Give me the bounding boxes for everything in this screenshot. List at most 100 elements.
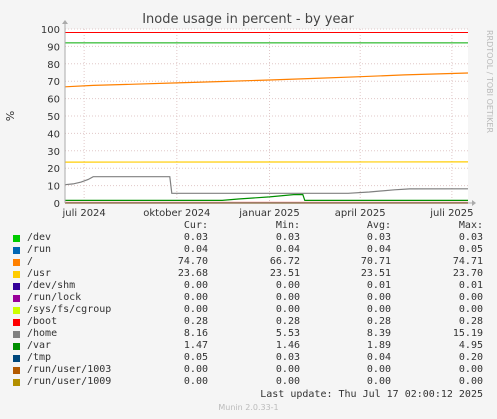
series-line: [64, 176, 469, 194]
legend-min-value: 0.03: [275, 232, 300, 243]
legend-swatch: [13, 319, 20, 326]
legend-avg-value: 0.00: [366, 292, 391, 303]
legend-max-value: 15.19: [452, 328, 483, 339]
legend-cur-value: 74.70: [177, 256, 208, 267]
legend-label: /tmp: [27, 352, 52, 363]
legend-row: /home 8.16 5.53 8.39 15.19: [0, 328, 497, 340]
legend-swatch: [13, 343, 20, 350]
chart-title: Inode usage in percent - by year: [142, 12, 354, 27]
legend-label: /run/lock: [27, 292, 82, 303]
legend-max-value: 0.03: [458, 232, 483, 243]
y-tick-label: 0: [54, 199, 60, 210]
legend-header: Cur: Min: Avg: Max:: [0, 220, 497, 232]
legend-max-value: 0.00: [458, 376, 483, 387]
legend-min-value: 0.00: [275, 376, 300, 387]
legend-label: /sys/fs/cgroup: [27, 304, 112, 315]
legend-row: /run/user/1003 0.00 0.00 0.00 0.00: [0, 364, 497, 376]
legend-cur-value: 0.04: [183, 244, 208, 255]
y-tick-label: 70: [47, 77, 60, 88]
y-tick-label: 30: [47, 147, 60, 158]
legend-label: /usr: [27, 268, 52, 279]
legend-label: /run: [27, 244, 52, 255]
legend-avg-value: 0.00: [366, 376, 391, 387]
legend-cur-value: 0.03: [183, 232, 208, 243]
legend-min-value: 0.03: [275, 352, 300, 363]
legend-swatch: [13, 367, 20, 374]
series-line: [64, 72, 469, 88]
legend-avg-value: 1.89: [366, 340, 391, 351]
legend-min-value: 0.00: [275, 364, 300, 375]
side-label: RRDTOOL / TOBI OETIKER: [485, 30, 494, 133]
legend-max-value: 4.95: [458, 340, 483, 351]
legend-max-value: 0.20: [458, 352, 483, 363]
legend-swatch: [13, 307, 20, 314]
legend-row: /dev/shm 0.00 0.00 0.01 0.01: [0, 280, 497, 292]
legend-min-value: 1.46: [275, 340, 300, 351]
last-update: Last update: Thu Jul 17 02:00:12 2025: [260, 389, 483, 400]
legend-row: /run/user/1009 0.00 0.00 0.00 0.00: [0, 376, 497, 388]
legend-cur-value: 0.00: [183, 364, 208, 375]
legend-label: /run/user/1009: [27, 376, 112, 387]
legend-min-value: 0.00: [275, 280, 300, 291]
legend-max-value: 0.00: [458, 304, 483, 315]
legend-max-value: 0.00: [458, 364, 483, 375]
legend-min-value: 0.00: [275, 292, 300, 303]
y-tick-label: 20: [47, 164, 60, 175]
y-tick-label: 60: [47, 95, 60, 106]
legend-cur-value: 23.68: [177, 268, 208, 279]
legend: Cur: Min: Avg: Max: /dev 0.03 0.03 0.03 0.03…: [0, 220, 497, 388]
y-axis-arrow: [62, 20, 68, 24]
legend-label: /: [27, 256, 34, 267]
chart: 0 10 20 30 40 50 60 70 80 90 100 juli 2024 oktober …: [4, 12, 494, 219]
legend-min-value: 0.00: [275, 304, 300, 315]
legend-swatch: [13, 295, 20, 302]
axes: [62, 20, 476, 206]
legend-avg-value: 0.00: [366, 364, 391, 375]
legend-swatch: [13, 283, 20, 290]
x-axis-arrow: [472, 200, 476, 206]
y-tick-label: 80: [47, 60, 60, 71]
legend-label: /boot: [27, 316, 58, 327]
y-tick-labels: 0 10 20 30 40 50 60 70 80 90 100: [41, 25, 60, 210]
legend-row: /boot 0.28 0.28 0.28 0.28: [0, 316, 497, 328]
legend-avg-value: 0.28: [366, 316, 391, 327]
legend-swatch: [13, 235, 20, 242]
reference-lines: [65, 31, 468, 44]
legend-avg-value: 0.03: [366, 232, 391, 243]
column-max: Max:: [458, 220, 483, 231]
legend-cur-value: 1.47: [183, 340, 208, 351]
legend-max-value: 74.71: [452, 256, 483, 267]
column-min: Min:: [275, 220, 300, 231]
x-tick-labels: juli 2024 oktober 2024 januar 2025 april 20…: [61, 208, 473, 219]
legend-row: /tmp 0.05 0.03 0.04 0.20: [0, 352, 497, 364]
legend-max-value: 0.05: [458, 244, 483, 255]
legend-label: /run/user/1003: [27, 364, 112, 375]
legend-min-value: 5.53: [275, 328, 300, 339]
x-tick-label: juli 2024: [61, 208, 105, 219]
legend-row: /sys/fs/cgroup 0.00 0.00 0.00 0.00: [0, 304, 497, 316]
legend-swatch: [13, 271, 20, 278]
legend-swatch: [13, 259, 20, 266]
legend-avg-value: 8.39: [366, 328, 391, 339]
x-tick-label: juli 2025: [429, 208, 473, 219]
legend-row: / 74.70 66.72 70.71 74.71: [0, 256, 497, 268]
legend-min-value: 0.04: [275, 244, 300, 255]
legend-label: /var: [27, 340, 52, 351]
legend-label: /dev/shm: [27, 280, 76, 291]
legend-row: /dev 0.03 0.03 0.03 0.03: [0, 232, 497, 244]
x-tick-label: januar 2025: [238, 208, 299, 219]
legend-avg-value: 0.04: [366, 352, 391, 363]
legend-cur-value: 8.16: [183, 328, 208, 339]
legend-avg-value: 0.04: [366, 244, 391, 255]
legend-cur-value: 0.00: [183, 376, 208, 387]
y-tick-label: 50: [47, 112, 60, 123]
y-tick-label: 40: [47, 129, 60, 140]
legend-label: /dev: [27, 232, 52, 243]
legend-cur-value: 0.28: [183, 316, 208, 327]
column-cur: Cur:: [183, 220, 208, 231]
legend-avg-value: 0.01: [366, 280, 391, 291]
legend-max-value: 23.70: [452, 268, 483, 279]
y-axis-label: %: [4, 111, 17, 121]
legend-cur-value: 0.05: [183, 352, 208, 363]
legend-row: /var 1.47 1.46 1.89 4.95: [0, 340, 497, 352]
